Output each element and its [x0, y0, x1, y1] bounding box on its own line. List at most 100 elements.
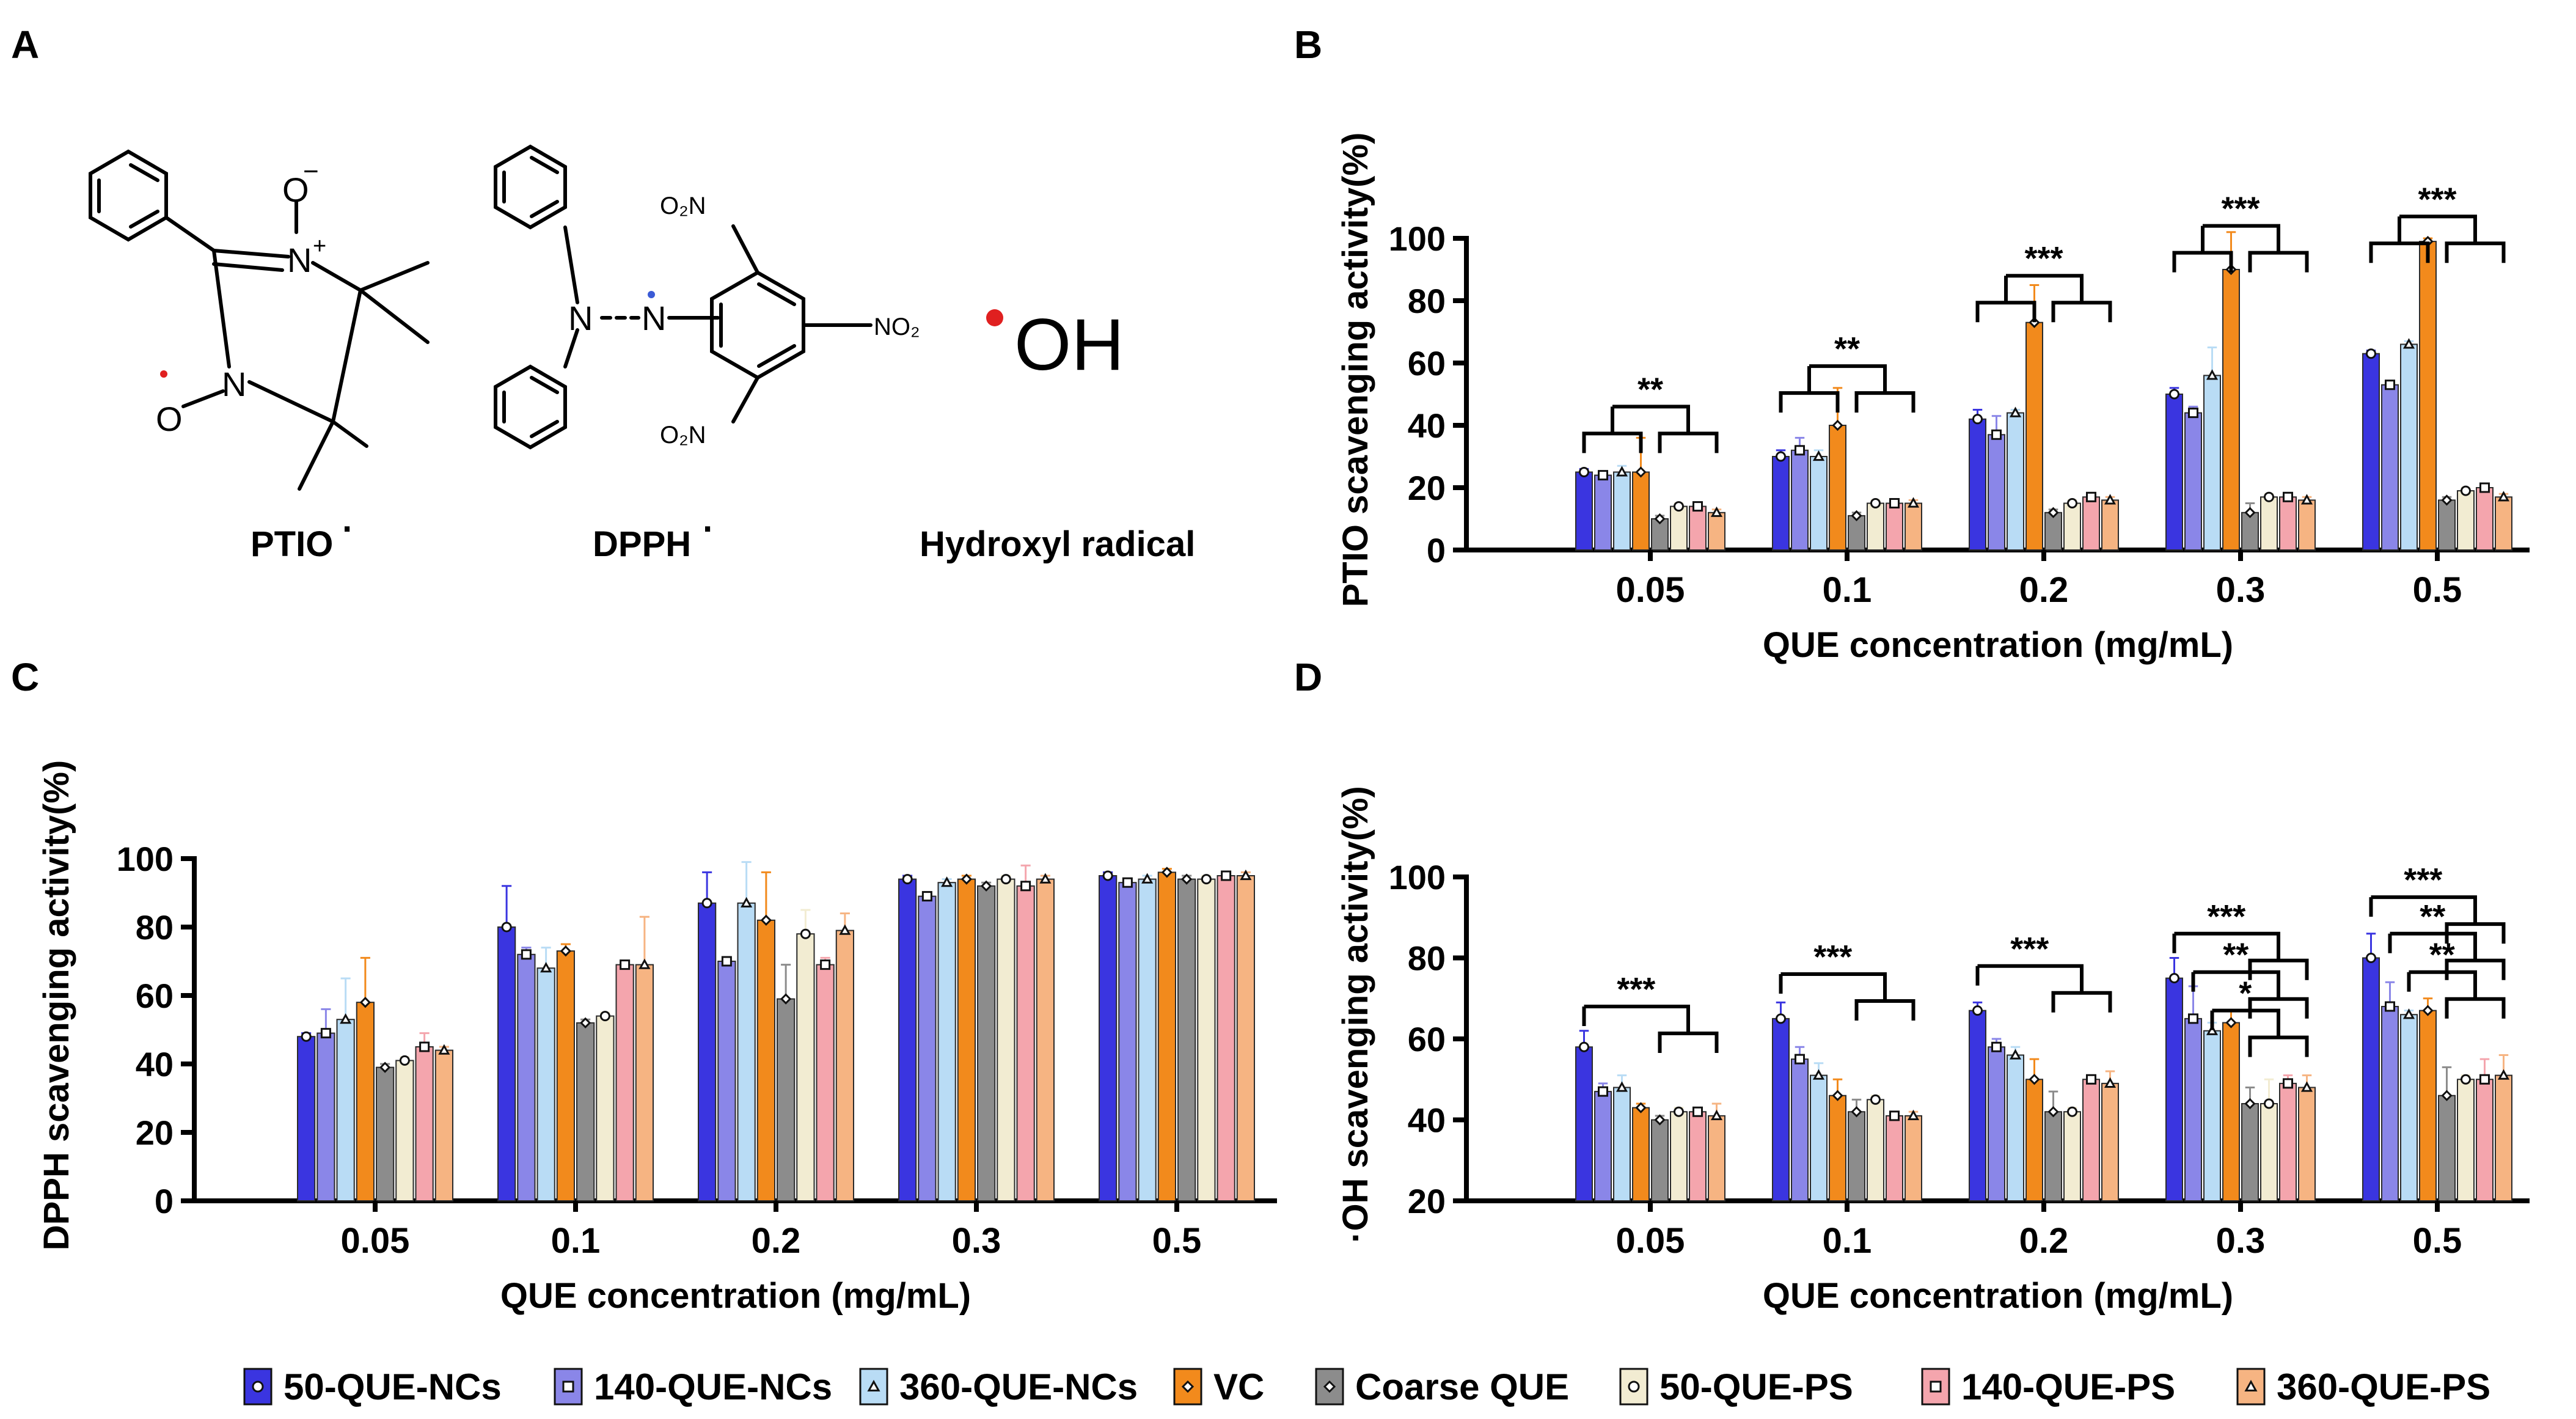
- bar: [1886, 1115, 1903, 1201]
- bar-point-marker: [2422, 1005, 2434, 1016]
- bar: [317, 1032, 335, 1201]
- legend-item: 50-QUE-PS: [1619, 1366, 1853, 1407]
- bar-point-marker: [1870, 1094, 1881, 1105]
- dpph-label-dot: ·: [703, 509, 714, 549]
- bar-point-marker: [599, 1011, 610, 1022]
- bar-point-marker: [1972, 1005, 1983, 1016]
- panel-letter-c: C: [11, 655, 39, 699]
- bar-point-marker: [340, 1013, 352, 1024]
- bar: [2082, 1079, 2100, 1201]
- bar: [2203, 375, 2221, 551]
- y-tick-label: 100: [1389, 858, 1446, 897]
- significance-label: **: [2429, 937, 2455, 974]
- bar: [1099, 875, 1118, 1201]
- bar-point-marker: [2497, 1069, 2510, 1080]
- bar-point-marker: [2067, 1106, 2077, 1117]
- bar: [2400, 1014, 2418, 1201]
- x-axis-label: QUE concentration (mg/mL): [1763, 1276, 2233, 1316]
- bar: [937, 882, 956, 1201]
- bar: [1829, 1094, 1846, 1201]
- legend-swatch: [1315, 1368, 1344, 1406]
- bar-point-marker: [1654, 1114, 1666, 1126]
- bar-point-marker: [379, 1062, 391, 1073]
- y-tick-label: 100: [117, 840, 174, 878]
- bar-point-marker: [941, 876, 953, 887]
- bar: [2260, 496, 2278, 551]
- bar-point-marker: [1039, 873, 1052, 884]
- y-tick-label: 40: [136, 1045, 174, 1084]
- y-tick-label: 20: [1408, 1182, 1446, 1220]
- bar: [2457, 490, 2475, 551]
- legend-label: Coarse QUE: [1355, 1366, 1569, 1407]
- bar-point-marker: [780, 993, 792, 1005]
- bar: [536, 967, 555, 1201]
- bar: [336, 1019, 355, 1201]
- bar-point-marker: [359, 997, 371, 1008]
- bar-point-marker: [620, 959, 631, 970]
- legend-item: 140-QUE-NCs: [554, 1366, 832, 1407]
- bar: [1988, 434, 2005, 551]
- bar-point-marker: [1020, 881, 1031, 892]
- x-tick-label: 0.2: [2019, 1221, 2069, 1261]
- bar: [1632, 471, 1650, 551]
- bar-point-marker: [1889, 498, 1900, 508]
- legend-marker: [1323, 1380, 1336, 1393]
- ptio-n-plus: N: [287, 241, 312, 279]
- significance-label: ***: [2404, 862, 2442, 898]
- bar: [1613, 471, 1631, 551]
- bar-point-marker: [1161, 867, 1173, 878]
- bar-point-marker: [1710, 1109, 1723, 1120]
- bar: [1810, 456, 1828, 551]
- bar-point-marker: [399, 1055, 410, 1066]
- significance-label: **: [1637, 371, 1663, 408]
- dpph-o2n-top: O₂N: [660, 193, 706, 219]
- bar: [1575, 1046, 1593, 1201]
- bar-point-marker: [701, 898, 712, 909]
- bar: [1969, 418, 1986, 551]
- bar-point-marker: [1692, 1106, 1703, 1117]
- significance-bracket: [2210, 1008, 2309, 1057]
- bar-point-marker: [2029, 1074, 2040, 1085]
- bar: [977, 885, 996, 1202]
- bar: [2298, 1087, 2316, 1201]
- bar-point-marker: [501, 922, 512, 933]
- bar-point-marker: [639, 958, 651, 969]
- bar: [1810, 1074, 1828, 1201]
- chart-dpph: 0 20 40 60 80 100 0.05 0.1 0.2 0.3 0.5 QUE concentr…: [37, 760, 1277, 1316]
- bar: [997, 878, 1015, 1201]
- legend-label: 140-QUE-PS: [1961, 1366, 2175, 1407]
- dpph-n2: N: [642, 299, 666, 337]
- bar-point-marker: [2264, 1098, 2274, 1109]
- bar-point-marker: [2009, 406, 2022, 417]
- bar: [1689, 505, 1707, 551]
- significance-bracket: [1779, 364, 1916, 413]
- bar-point-marker: [2385, 380, 2395, 391]
- x-tick-label: 0.05: [341, 1221, 410, 1261]
- structure-panel: N + O − N O PTIO ·: [89, 144, 1195, 564]
- bar: [1905, 1115, 1922, 1201]
- significance-bracket: [2369, 215, 2506, 263]
- x-tick-label: 0.3: [2216, 570, 2266, 610]
- legend-marker: [1930, 1380, 1942, 1393]
- bar: [1886, 502, 1903, 551]
- y-axis-label: PTIO scavenging activity(%): [1336, 133, 1375, 607]
- legend-item: 360-QUE-PS: [2236, 1366, 2490, 1407]
- legend-label: 360-QUE-NCs: [899, 1366, 1138, 1407]
- bar: [1905, 502, 1922, 551]
- panel-letter-b: B: [1294, 23, 1322, 67]
- legend-item: 140-QUE-PS: [1921, 1366, 2175, 1407]
- ptio-n: N: [222, 365, 246, 403]
- significance-label: ***: [2024, 240, 2063, 277]
- bar-point-marker: [741, 897, 753, 908]
- x-tick-label: 0.5: [2413, 570, 2462, 610]
- bar-point-marker: [2385, 1001, 2395, 1012]
- bar: [1772, 1018, 1790, 1201]
- bar: [376, 1066, 395, 1201]
- x-tick-label: 0.5: [2413, 1221, 2462, 1261]
- bar: [635, 964, 654, 1201]
- bar: [2279, 496, 2297, 551]
- bar-point-marker: [2104, 494, 2117, 505]
- x-tick-label: 0.05: [1616, 570, 1685, 610]
- hydroxyl-oh: OH: [1014, 304, 1124, 386]
- significance-bracket: [1779, 972, 1916, 1021]
